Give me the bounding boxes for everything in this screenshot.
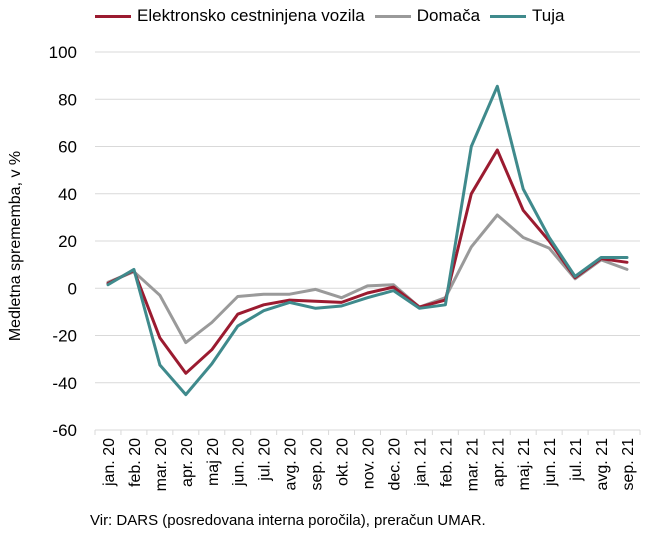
legend: Elektronsko cestninjena vozila Domača Tu… bbox=[95, 6, 575, 26]
series-line-tuja bbox=[106, 84, 629, 397]
x-tick-label: jul. 21 bbox=[568, 438, 585, 482]
y-tick-label: 100 bbox=[49, 43, 77, 62]
legend-swatch-elektronsko bbox=[95, 14, 131, 18]
x-tick-label: feb. 21 bbox=[438, 438, 455, 487]
y-tick-label: -20 bbox=[52, 327, 77, 346]
x-tick-label: apr. 20 bbox=[179, 438, 196, 487]
x-tick-label: jul. 20 bbox=[257, 438, 274, 482]
x-tick-label: jan. 21 bbox=[412, 438, 429, 487]
x-tick-label: mar. 21 bbox=[464, 438, 481, 491]
x-tick-label: mar. 20 bbox=[153, 438, 170, 491]
x-tick-label: maj 20 bbox=[205, 438, 222, 486]
x-tick-label: jun. 21 bbox=[542, 438, 559, 487]
legend-label-domaca: Domača bbox=[416, 6, 481, 25]
x-tick-label: maj. 21 bbox=[516, 438, 533, 491]
legend-item-tuja: Tuja bbox=[490, 6, 565, 26]
series-line-domaca bbox=[106, 213, 629, 345]
y-tick-label: 60 bbox=[58, 138, 77, 157]
y-tick-label: 40 bbox=[58, 185, 77, 204]
x-tick-label: nov. 20 bbox=[361, 438, 378, 489]
x-tick-label: apr. 21 bbox=[490, 438, 507, 487]
legend-item-elektronsko: Elektronsko cestninjena vozila bbox=[95, 6, 365, 26]
legend-label-elektronsko: Elektronsko cestninjena vozila bbox=[137, 6, 365, 25]
x-tick-label: avg. 21 bbox=[594, 438, 611, 491]
y-tick-label: 20 bbox=[58, 232, 77, 251]
legend-swatch-tuja bbox=[490, 14, 527, 18]
legend-swatch-domaca bbox=[374, 14, 411, 18]
legend-label-tuja: Tuja bbox=[532, 6, 565, 25]
y-tick-label: -40 bbox=[52, 374, 77, 393]
x-tick-label: feb. 20 bbox=[127, 438, 144, 487]
x-tick-label: jun. 20 bbox=[231, 438, 248, 487]
x-tick-label: avg. 20 bbox=[283, 438, 300, 491]
x-tick-label: dec. 20 bbox=[386, 438, 403, 491]
x-tick-label: sep. 21 bbox=[620, 438, 637, 491]
series-line-elektronsko bbox=[106, 148, 629, 375]
y-tick-label: -60 bbox=[52, 421, 77, 440]
y-tick-label: 80 bbox=[58, 90, 77, 109]
y-tick-label: 0 bbox=[68, 279, 77, 298]
x-tick-label: jan. 20 bbox=[101, 438, 118, 487]
legend-item-domaca: Domača bbox=[374, 6, 481, 26]
x-tick-label: okt. 20 bbox=[335, 438, 352, 486]
x-tick-label: sep. 20 bbox=[309, 438, 326, 491]
source-note: Vir: DARS (posredovana interna poročila)… bbox=[90, 512, 486, 529]
